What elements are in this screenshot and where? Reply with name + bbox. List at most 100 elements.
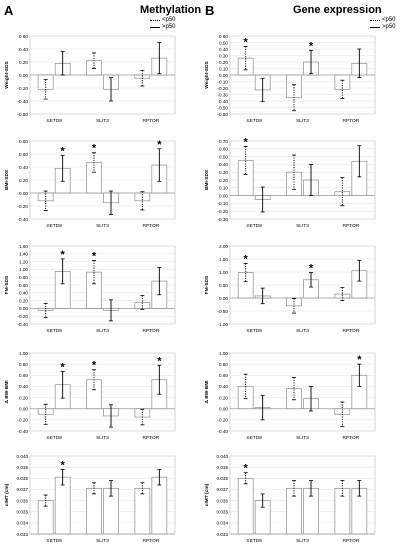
y-tick-label: 0.035 [217,510,229,515]
bar [334,74,351,90]
x-tick-label: SETD8 [46,328,62,334]
y-axis-label: Weight-SDS [204,61,210,89]
bar [86,162,102,194]
y-tick-label: 0.034 [17,521,29,526]
y-tick-label: 0.20 [19,298,28,303]
x-tick-label: SETD8 [46,435,62,441]
y-tick-label: 1.50 [219,257,228,262]
y-tick-label: 0.10 [219,66,228,71]
y-tick-label: 0.20 [19,395,28,400]
y-tick-label: 0.10 [219,186,228,191]
y-tick-label: 0.00 [219,193,228,198]
y-tick-label: 0.60 [19,34,28,39]
y-axis-label: cIMT (cm) [204,483,210,506]
y-tick-label: -1.00 [218,322,229,327]
y-tick-label: 0.00 [219,407,228,412]
y-tick-label: 0.30 [219,170,228,175]
panel-a-letter: A [4,3,14,18]
significance-star: * [92,360,97,372]
significance-star: * [357,354,362,366]
y-tick-label: 0.039 [217,465,229,470]
y-tick-label: -0.40 [18,99,29,104]
x-tick-label: SETD8 [46,538,62,544]
bar [86,487,102,535]
chart-b-3: -1.00 -0.50 0.00 0.50 1.00 1.50 2.00 FM-SDS SETD… [204,244,376,334]
y-axis-label: Δ BW-BMI [4,380,10,404]
x-tick-label: RPTOR [142,435,159,441]
y-tick-label: 0.60 [219,373,228,378]
legend-item-above-p50: >p50 [370,24,396,31]
y-tick-label: 0.40 [19,165,28,170]
y-tick-label: -0.20 [218,86,229,91]
significance-star: * [157,139,162,151]
y-tick-label: 1.00 [19,267,28,272]
x-tick-label: RPTOR [142,118,159,124]
legend-item-below-p50: <p50 [370,17,396,24]
y-tick-label: 0.037 [17,487,29,492]
bar [237,160,254,196]
y-tick-label: 0.00 [19,73,28,78]
chart-a-2: -0.40 -0.20 0.00 0.20 0.40 0.60 0.80 BMI-SDS SET… [4,139,176,229]
y-tick-label: -0.40 [18,217,29,222]
bar [54,476,71,535]
y-axis-label: FM-SDS [4,275,10,294]
chart-b-4: -0.40 -0.20 0.00 0.20 0.40 0.60 0.80 1.00 Δ BW-B… [204,351,376,441]
significance-star: * [244,136,249,148]
bar [286,74,302,99]
x-tick-label: RPTOR [142,223,159,229]
x-tick-label: RPTOR [342,435,359,441]
chart-b-1: -0.60-0.50-0.40-0.30-0.20-0.100.000.100.… [204,34,376,124]
significance-star: * [61,249,66,261]
y-tick-label: 0.033 [217,532,229,537]
x-tick-label: SLIT3 [296,118,309,124]
x-tick-label: SLIT3 [96,538,109,544]
y-tick-label: 0.80 [19,139,28,144]
y-tick-label: 0.00 [19,407,28,412]
y-tick-label: 0.037 [217,487,229,492]
dotted-line-swatch [370,20,380,21]
bar [134,487,151,535]
y-tick-label: 1.60 [19,244,28,249]
x-tick-label: RPTOR [342,223,359,229]
y-tick-label: -0.20 [218,418,229,423]
bar [286,388,302,410]
x-tick-label: SLIT3 [296,223,309,229]
solid-line-swatch [150,27,160,28]
y-axis-label: BMI-SDS [4,169,10,190]
methylation-title: Methylation [140,4,202,16]
x-tick-label: RPTOR [342,118,359,124]
chart-a-4: -0.40 -0.20 0.00 0.20 0.40 0.60 0.80 1.00 Δ BW-B… [4,351,176,441]
y-tick-label: -0.20 [218,209,229,214]
x-tick-label: RPTOR [342,328,359,334]
x-tick-label: SLIT3 [296,328,309,334]
x-tick-label: SETD8 [246,118,262,124]
gene-expression-title: Gene expression [293,4,382,16]
y-tick-label: 0.50 [219,283,228,288]
y-tick-label: 0.038 [17,476,29,481]
y-tick-label: -0.30 [218,92,229,97]
y-tick-label: 0.036 [217,498,229,503]
y-tick-label: -0.40 [18,429,29,434]
significance-star: * [244,36,249,48]
y-tick-label: 0.00 [219,296,228,301]
y-tick-label: 0.40 [219,162,228,167]
y-tick-label: -0.40 [218,99,229,104]
legend-methylation: <p50 >p50 [150,17,176,31]
y-tick-label: 0.040 [17,454,29,459]
y-tick-label: 0.040 [217,454,229,459]
y-tick-label: 0.70 [219,139,228,144]
y-axis-label: Δ BW-BMI [204,380,210,404]
dotted-line-swatch [150,20,160,21]
x-tick-label: SLIT3 [96,223,109,229]
x-tick-label: SLIT3 [96,118,109,124]
y-tick-label: 0.80 [19,275,28,280]
significance-star: * [244,253,249,265]
y-tick-label: 0.40 [219,47,228,52]
y-tick-label: 0.00 [219,73,228,78]
y-tick-label: 0.30 [219,53,228,58]
y-tick-label: -0.20 [18,314,29,319]
x-tick-label: SETD8 [246,223,262,229]
y-tick-label: 0.80 [219,362,228,367]
y-tick-label: 0.40 [19,291,28,296]
y-tick-label: 0.60 [19,373,28,378]
